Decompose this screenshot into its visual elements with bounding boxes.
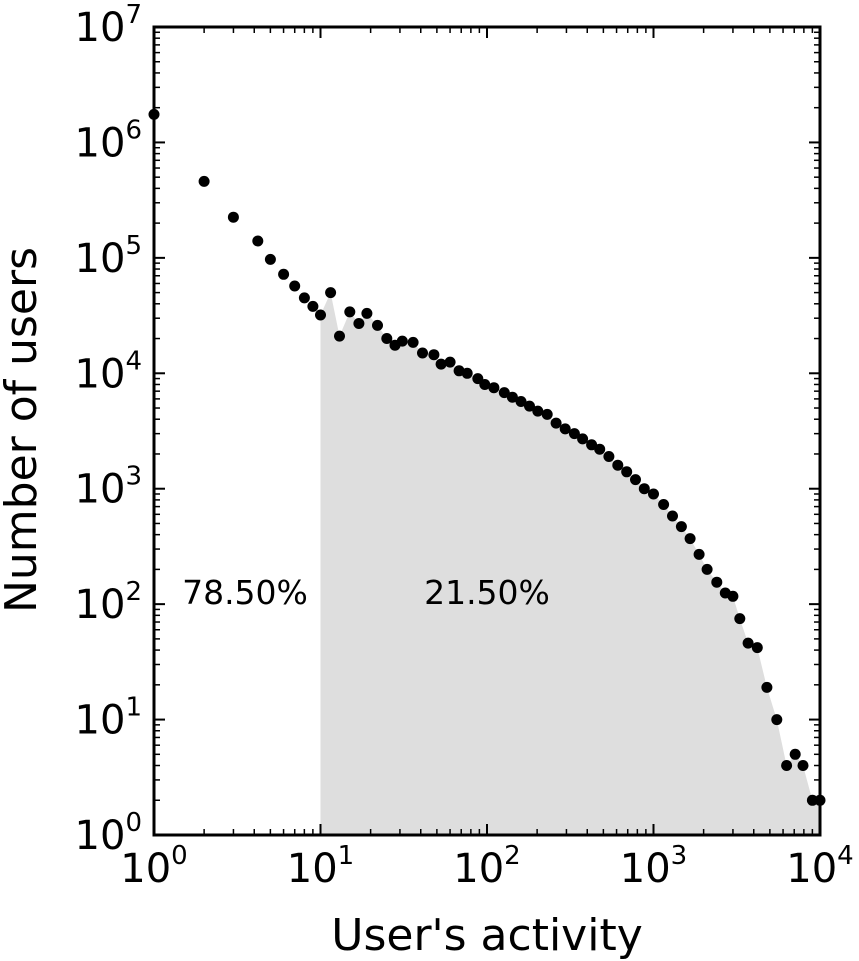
data-point-14	[361, 307, 373, 319]
data-point-15	[372, 319, 383, 331]
data-point-9	[315, 309, 326, 321]
data-point-40	[594, 443, 606, 455]
data-point-20	[417, 347, 428, 359]
data-point-61	[781, 760, 793, 771]
data-point-37	[568, 428, 580, 440]
y-tick-label-3: 103	[75, 462, 142, 513]
data-point-35	[550, 417, 562, 429]
data-point-39	[586, 439, 598, 451]
data-point-21	[428, 349, 440, 361]
y-tick-label-0: 100	[75, 808, 142, 859]
data-point-4	[264, 253, 276, 265]
data-point-52	[701, 563, 713, 575]
data-point-46	[648, 488, 659, 500]
data-point-5	[278, 268, 290, 280]
y-tick-label-4: 104	[75, 346, 142, 397]
x-tick-label-1: 101	[287, 841, 354, 892]
annotation-left-share: 78.50%	[182, 573, 308, 612]
data-point-33	[532, 405, 544, 417]
data-point-64	[806, 794, 818, 806]
x-tick-label-0: 100	[120, 841, 187, 892]
y-tick-label-1: 101	[75, 693, 142, 744]
data-point-3	[252, 235, 264, 247]
y-tick-label-5: 105	[75, 231, 142, 282]
shaded-region	[320, 292, 820, 836]
data-point-13	[353, 318, 365, 329]
annotation-right-share: 21.50%	[424, 573, 550, 612]
data-point-57	[742, 637, 754, 649]
data-point-44	[630, 474, 641, 486]
data-point-43	[621, 466, 633, 478]
axis-ticks: 100 101 102 103 104 100 101 102 103 104 105 106 107	[75, 0, 854, 892]
data-point-1	[198, 175, 210, 187]
data-point-30	[506, 391, 518, 403]
data-point-60	[771, 714, 783, 726]
data-point-62	[789, 748, 801, 760]
data-point-50	[684, 533, 696, 545]
data-point-55	[727, 590, 739, 602]
data-point-23	[444, 356, 456, 368]
data-point-63	[797, 760, 809, 771]
data-point-16	[381, 333, 393, 344]
data-point-49	[675, 521, 687, 533]
data-point-10	[325, 287, 337, 299]
x-tick-label-2: 102	[453, 841, 520, 892]
data-point-29	[498, 387, 510, 399]
data-point-51	[693, 548, 705, 560]
data-point-27	[479, 379, 491, 390]
data-point-25	[461, 367, 473, 379]
data-point-31	[515, 396, 527, 407]
data-point-12	[344, 306, 356, 318]
data-point-38	[577, 433, 589, 445]
data-point-22	[435, 358, 447, 370]
x-tick-label-4: 104	[786, 841, 853, 892]
data-point-28	[488, 382, 500, 394]
data-point-8	[307, 300, 319, 312]
x-axis-title: User's activity	[331, 910, 642, 961]
data-point-2	[227, 211, 239, 223]
y-tick-label-7: 107	[75, 0, 142, 51]
data-point-32	[524, 400, 535, 412]
x-tick-label-3: 103	[620, 841, 687, 892]
y-tick-label-2: 102	[75, 577, 142, 628]
data-point-42	[612, 459, 624, 471]
data-point-47	[658, 499, 670, 510]
y-tick-label-6: 106	[75, 115, 142, 166]
data-point-59	[761, 681, 773, 693]
data-point-45	[638, 483, 650, 495]
data-point-11	[334, 330, 345, 342]
data-point-18	[396, 335, 408, 347]
data-point-58	[751, 642, 763, 654]
data-point-56	[734, 613, 746, 625]
data-point-41	[603, 451, 615, 462]
data-point-53	[711, 576, 723, 588]
data-point-34	[541, 408, 553, 420]
data-point-19	[407, 336, 419, 348]
data-point-48	[667, 510, 678, 522]
y-axis-title: Number of users	[0, 247, 47, 613]
plot-area	[148, 108, 826, 836]
data-point-6	[289, 280, 301, 292]
data-point-7	[298, 292, 310, 304]
data-point-36	[559, 423, 571, 435]
